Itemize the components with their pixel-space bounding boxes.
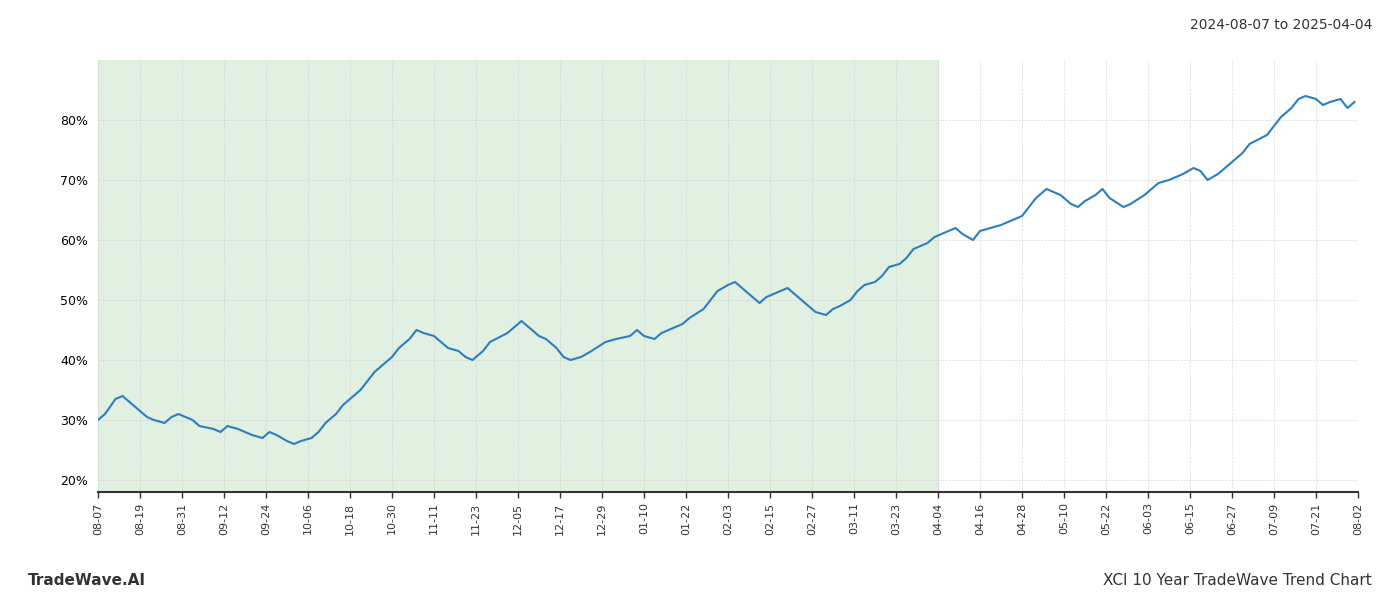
Text: XCI 10 Year TradeWave Trend Chart: XCI 10 Year TradeWave Trend Chart	[1103, 573, 1372, 588]
Text: 2024-08-07 to 2025-04-04: 2024-08-07 to 2025-04-04	[1190, 18, 1372, 32]
Text: TradeWave.AI: TradeWave.AI	[28, 573, 146, 588]
Bar	[98, 60, 938, 492]
